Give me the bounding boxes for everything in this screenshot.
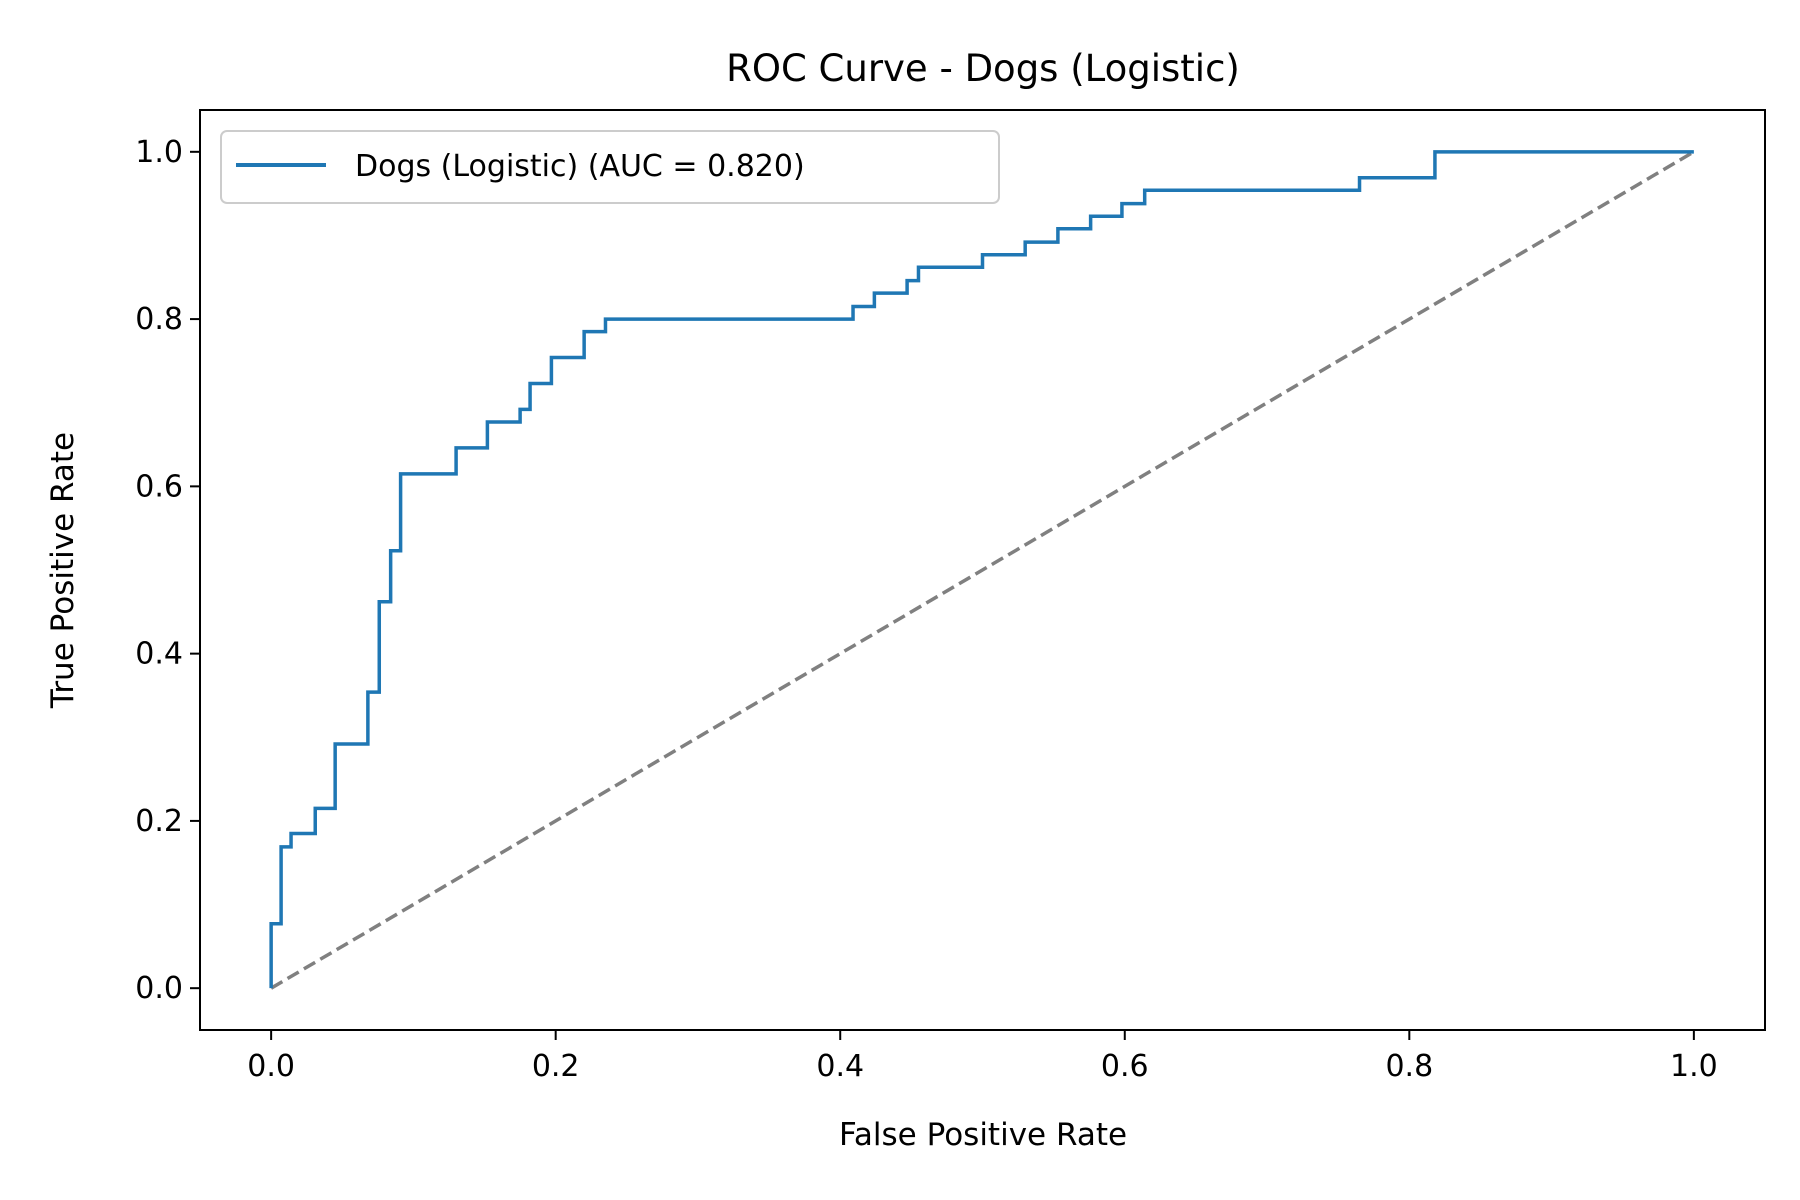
x-tick-label: 0.2: [532, 1049, 580, 1084]
y-tick-label: 0.4: [135, 637, 183, 672]
x-tick-label: 0.6: [1101, 1049, 1149, 1084]
x-tick-label: 0.8: [1385, 1049, 1433, 1084]
y-axis-label: True Positive Rate: [45, 432, 81, 709]
chance-diagonal-line: [270, 150, 1695, 990]
x-tick-label: 1.0: [1670, 1049, 1718, 1084]
legend-box: [220, 130, 1000, 204]
roc-curve-line: [269, 150, 1694, 989]
axes-frame: [199, 109, 1766, 1031]
y-tick-label: 0.0: [135, 971, 183, 1006]
y-tick-label: 0.2: [135, 804, 183, 839]
y-tick-label: 1.0: [135, 135, 183, 170]
chart-title: ROC Curve - Dogs (Logistic): [726, 47, 1240, 90]
legend-label-roc: Dogs (Logistic) (AUC = 0.820): [355, 149, 805, 184]
x-tick-label: 0.0: [247, 1049, 295, 1084]
series-layer: [269, 150, 1695, 990]
x-axis-label: False Positive Rate: [839, 1117, 1127, 1153]
legend: Dogs (Logistic) (AUC = 0.820): [220, 130, 1000, 204]
x-axis-ticks: 0.0 0.2 0.4 0.6 0.8 1.0: [247, 1030, 1718, 1084]
plot-area: [199, 109, 1766, 1031]
y-axis-ticks: 0.0 0.2 0.4 0.6 0.8 1.0: [135, 135, 200, 1006]
x-tick-label: 0.4: [816, 1049, 864, 1084]
y-tick-label: 0.6: [135, 469, 183, 504]
y-tick-label: 0.8: [135, 302, 183, 337]
